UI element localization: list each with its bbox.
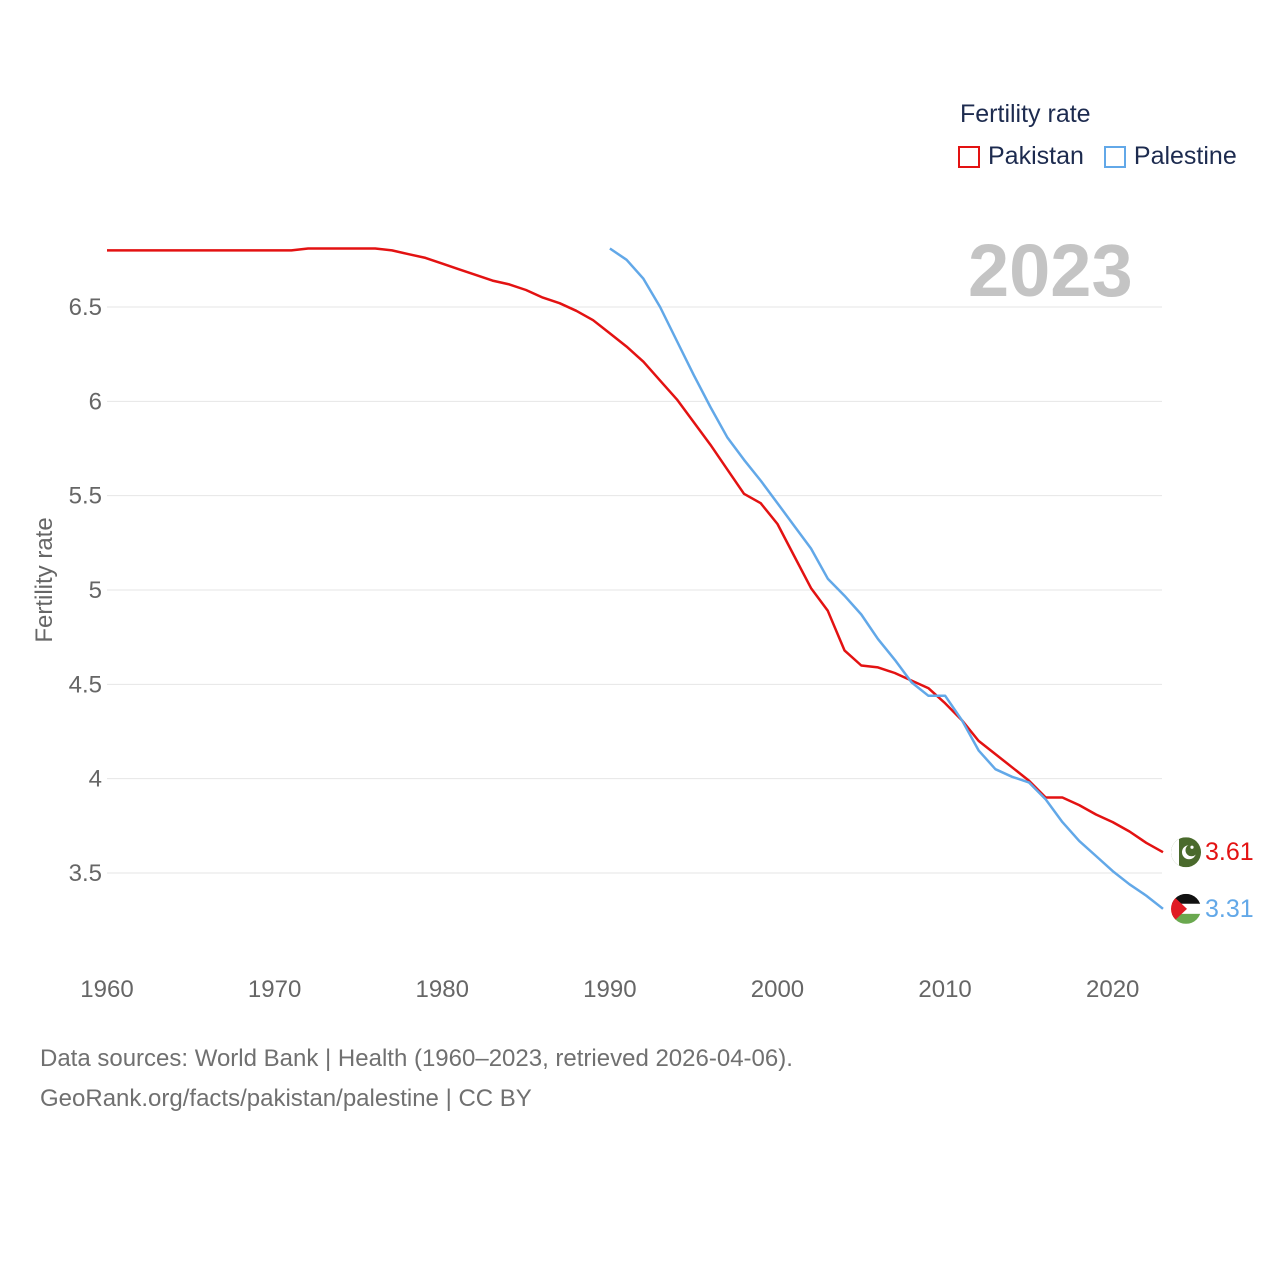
y-axis-ticks: 3.5 4 4.5 5 5.5 6 6.5 xyxy=(69,294,102,887)
y-tick-label: 4.5 xyxy=(69,671,102,698)
y-tick-label: 5 xyxy=(89,577,102,604)
end-value-label-pakistan: 3.61 xyxy=(1205,838,1254,866)
y-tick-label: 6 xyxy=(89,388,102,415)
y-tick-label: 3.5 xyxy=(69,860,102,887)
legend: Pakistan Palestine xyxy=(958,142,1257,171)
x-tick-label: 2000 xyxy=(751,976,804,1003)
data-source-line: Data sources: World Bank | Health (1960–… xyxy=(40,1045,793,1072)
attribution-line: GeoRank.org/facts/pakistan/palestine | C… xyxy=(40,1085,532,1112)
y-tick-label: 5.5 xyxy=(69,483,102,510)
series-lines xyxy=(107,247,1164,910)
legend-item-palestine[interactable]: Palestine xyxy=(1103,142,1237,171)
series-line-pakistan[interactable] xyxy=(107,247,1164,854)
end-markers: 3.61 3.31 xyxy=(1171,837,1254,924)
y-tick-label: 6.5 xyxy=(69,294,102,321)
x-tick-label: 1970 xyxy=(248,976,301,1003)
x-tick-label: 2010 xyxy=(918,976,971,1003)
fertility-rate-chart: 3.5 4 4.5 5 5.5 6 6.5 1960 1970 1980 1990 2000 2010… xyxy=(31,247,1254,1003)
y-tick-label: 4 xyxy=(89,766,102,793)
x-tick-label: 1990 xyxy=(583,976,636,1003)
legend-title: Fertility rate xyxy=(960,100,1091,128)
end-value-label-palestine: 3.31 xyxy=(1205,895,1254,923)
legend-swatch-pakistan xyxy=(958,145,980,168)
x-tick-label: 2020 xyxy=(1086,976,1139,1003)
x-axis-ticks: 1960 1970 1980 1990 2000 2010 2020 xyxy=(80,976,1139,1003)
current-year-label: 2023 xyxy=(968,229,1133,312)
flag-palestine-icon xyxy=(1171,893,1201,924)
legend-label-palestine: Palestine xyxy=(1133,142,1237,170)
flag-pakistan-icon xyxy=(1171,837,1201,868)
x-tick-label: 1980 xyxy=(416,976,469,1003)
legend-swatch-palestine xyxy=(1103,145,1126,168)
x-tick-label: 1960 xyxy=(80,976,133,1003)
grid-lines xyxy=(107,306,1162,874)
series-line-palestine[interactable] xyxy=(609,247,1164,910)
y-axis-label: Fertility rate xyxy=(31,517,58,642)
legend-item-pakistan[interactable]: Pakistan xyxy=(958,142,1084,171)
legend-label-pakistan: Pakistan xyxy=(988,142,1084,170)
